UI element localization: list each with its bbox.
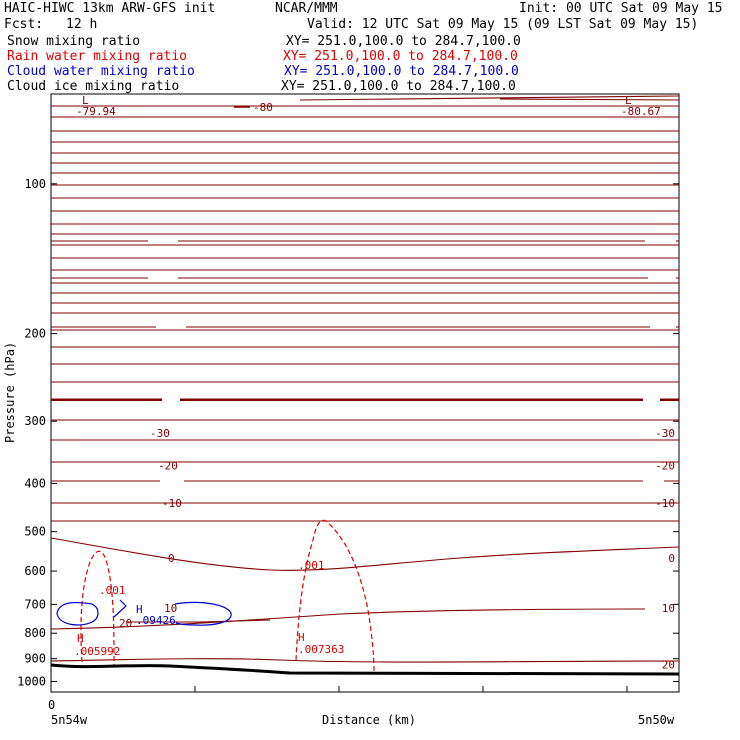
y-axis-title: Pressure (hPa): [3, 342, 17, 443]
field-rain-name: Rain water mixing ratio: [7, 49, 188, 64]
plot-frame: [50, 93, 680, 693]
isotherms-upper: [51, 95, 680, 522]
rain-high-marker-left: H: [77, 632, 84, 645]
y-tick-label: 500: [24, 525, 46, 539]
cloud-high-value: .09426: [136, 614, 176, 627]
x-right-label: 5n50w: [638, 713, 675, 727]
rain-high-value-right: .007363: [298, 643, 344, 656]
label-20-mid: 20: [119, 617, 132, 630]
isotherm-labels: -30 -30 -20 -20 -10 -10 0 0 10 10 20: [150, 427, 675, 671]
isotherm-label-left: -30: [150, 427, 170, 440]
y-tick-label: 600: [24, 564, 46, 578]
header-valid: Valid: 12 UTC Sat 09 May 15 (09 LST Sat …: [307, 17, 699, 32]
isotherm-label-left: 10: [164, 602, 177, 615]
y-tick-label: 700: [24, 597, 46, 611]
rain-label-001-left: .001: [99, 584, 126, 597]
isotherms-lower: [50, 537, 680, 663]
terrain-line: [50, 663, 680, 676]
field-cloudwater-xy: XY= 251.0,100.0 to 284.7,100.0: [284, 64, 519, 79]
rain-contours: [80, 519, 375, 673]
x-axis-ticks: [50, 686, 628, 692]
isotherm-label-right: 0: [668, 552, 675, 565]
x-left-label: 5n54w: [51, 713, 88, 727]
y-tick-label: 800: [24, 626, 46, 640]
low-value-right: -80.67: [621, 105, 661, 118]
low-marker-left: L: [82, 94, 89, 107]
y-tick-label: 900: [24, 652, 46, 666]
y-tick-label: 400: [24, 476, 46, 490]
field-snow-xy: XY= 251.0,100.0 to 284.7,100.0: [286, 34, 521, 49]
y-tick-label: 200: [24, 327, 46, 341]
y-tick-label: 300: [24, 414, 46, 428]
rain-high-marker-right: H: [298, 631, 305, 644]
label-minus80: -80: [253, 101, 273, 114]
field-cloudice-name: Cloud ice mixing ratio: [7, 79, 180, 94]
isotherm-label-left: 0: [168, 552, 175, 565]
header-org: NCAR/MMM: [275, 1, 338, 16]
y-tick-label: 1000: [17, 674, 46, 688]
header-title: HAIC-HIWC 13km ARW-GFS init: [4, 1, 216, 16]
isotherm-label-right: 10: [662, 602, 675, 615]
x-axis-title: Distance (km): [322, 713, 416, 727]
low-marker-right: L: [625, 94, 632, 107]
field-cloudwater-name: Cloud water mixing ratio: [7, 64, 195, 79]
isotherm-label-left: -10: [162, 497, 182, 510]
header-init: Init: 00 UTC Sat 09 May 15: [519, 1, 723, 16]
isotherm-label-left: -20: [158, 459, 178, 472]
field-cloudice-xy: XY= 251.0,100.0 to 284.7,100.0: [281, 79, 516, 94]
isotherm-label-right: -20: [655, 459, 675, 472]
y-tick-label: 100: [24, 177, 46, 191]
rain-high-value-left: .005992: [74, 645, 120, 658]
isotherm-label-right: -30: [655, 427, 675, 440]
isotherms-labeled: [51, 240, 679, 482]
header-fcst-value: 12 h: [66, 17, 98, 32]
x-zero-label: 0: [48, 698, 55, 712]
cloud-water-contours: [56, 599, 232, 626]
header-fcst-label: Fcst:: [4, 17, 44, 32]
rain-label-001-right: .001: [298, 559, 325, 572]
field-snow-name: Snow mixing ratio: [7, 34, 141, 49]
isotherm-label-right: -10: [655, 497, 675, 510]
cloud-high-marker: H: [136, 603, 143, 616]
field-rain-xy: XY= 251.0,100.0 to 284.7,100.0: [283, 49, 518, 64]
isotherm-label-right: 20: [662, 659, 675, 672]
low-value-left: -79.94: [76, 105, 116, 118]
